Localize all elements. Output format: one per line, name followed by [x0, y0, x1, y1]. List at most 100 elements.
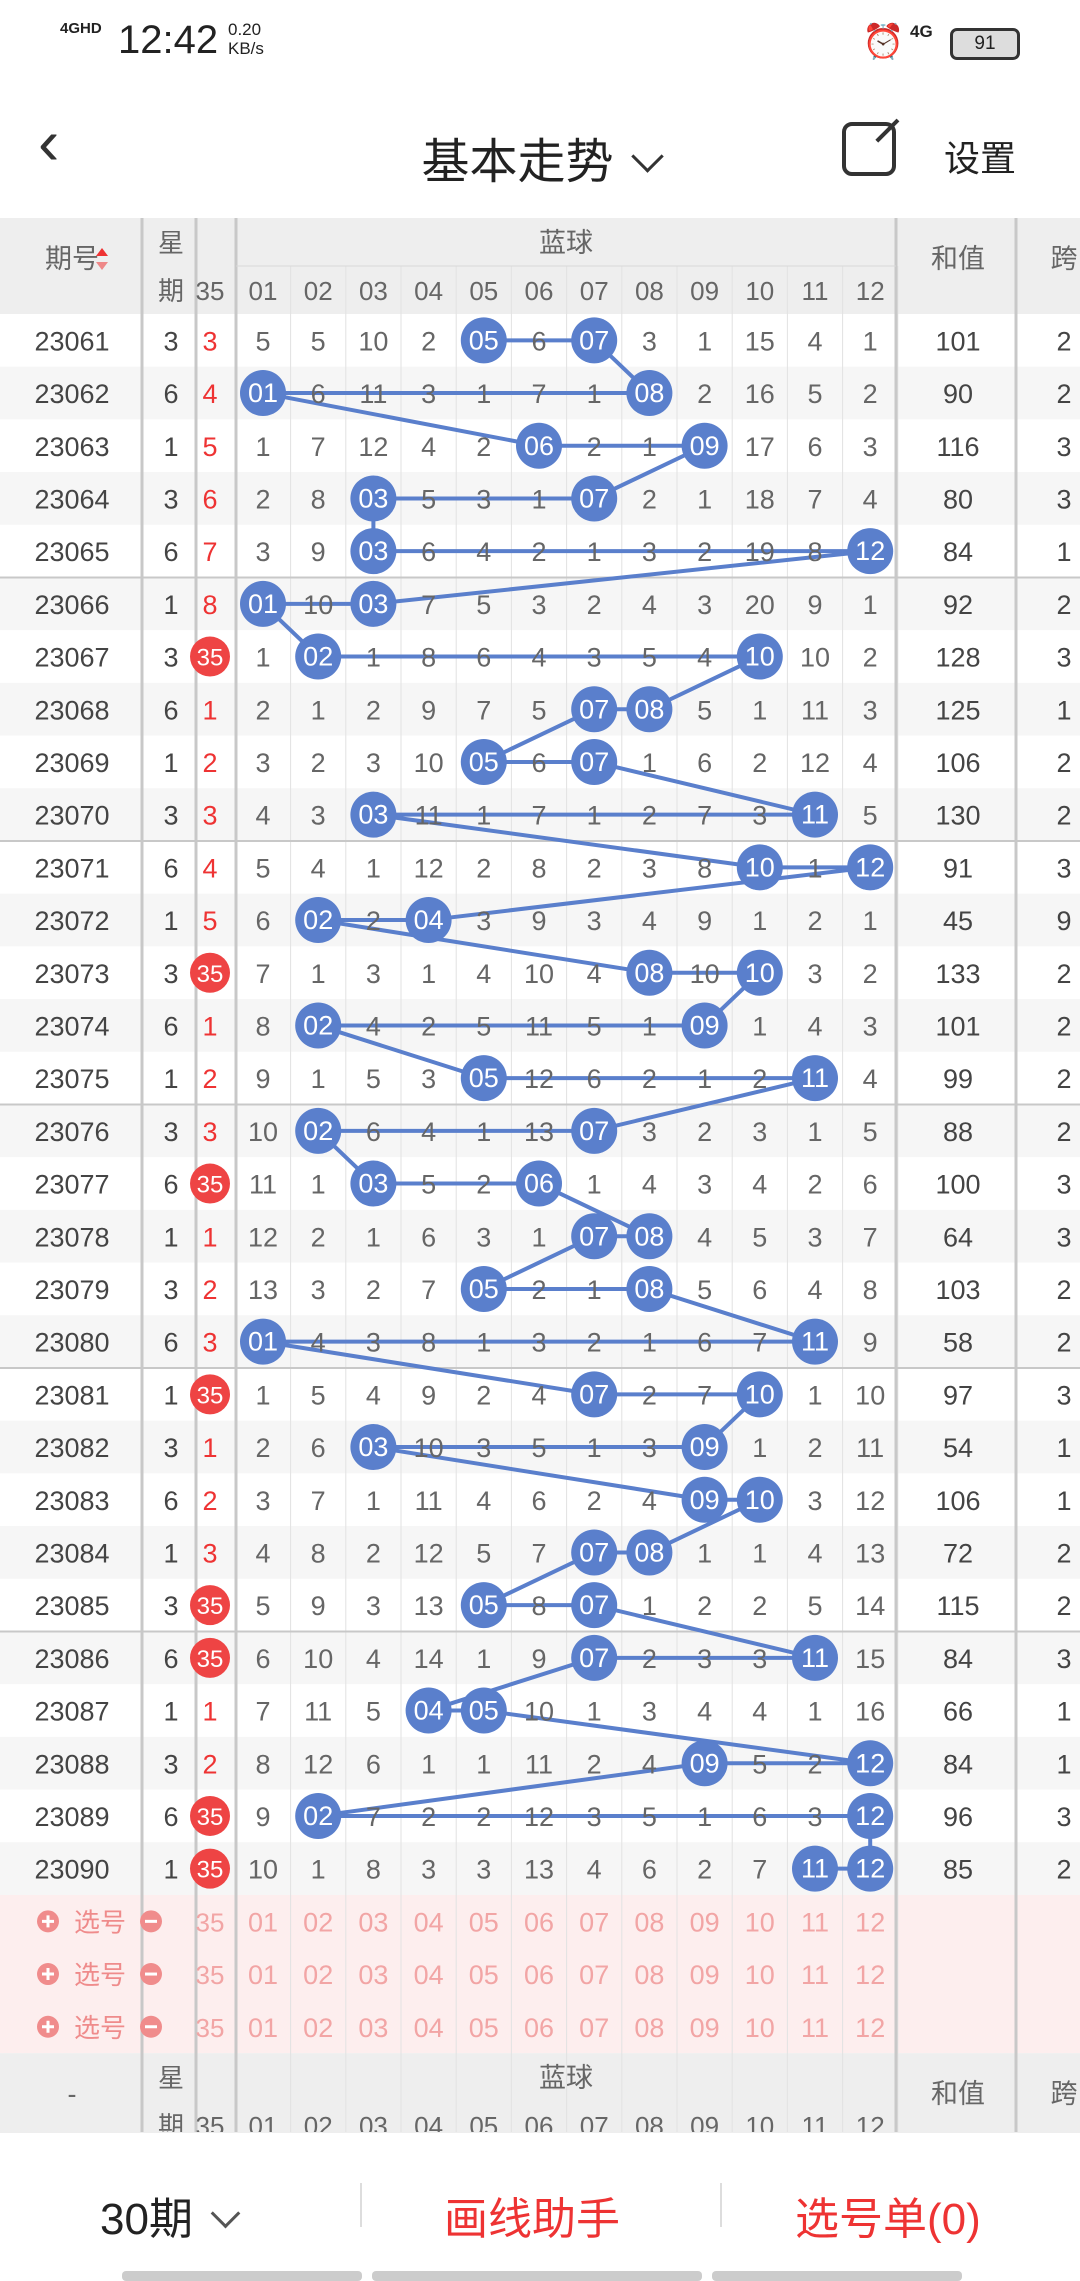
- plus-icon: [42, 1915, 54, 1928]
- issue-number: 23089: [34, 1802, 109, 1832]
- draw-helper-button[interactable]: 画线助手: [444, 2195, 620, 2244]
- issue-number: 23083: [34, 1486, 109, 1516]
- select-blue-option[interactable]: 05: [469, 1907, 499, 1937]
- select-blue-option[interactable]: 06: [524, 2013, 554, 2043]
- col-blue-group-header: 蓝球: [539, 2063, 593, 2093]
- select-blue-option[interactable]: 05: [469, 2013, 499, 2043]
- settings-button[interactable]: 设置: [944, 138, 1017, 179]
- select-blue-option[interactable]: 01: [248, 2013, 278, 2043]
- blue-ball: [405, 1687, 452, 1734]
- blue-miss-value: 14: [414, 1644, 444, 1674]
- red-ball: [190, 1374, 230, 1415]
- blue-ball-number: 05: [469, 747, 499, 777]
- blue-miss-value: 8: [366, 1855, 381, 1885]
- select-blue-option[interactable]: 10: [745, 1960, 775, 1990]
- select-blue-option[interactable]: 01: [248, 1907, 278, 1937]
- blue-miss-value: 10: [303, 590, 333, 620]
- period-selector[interactable]: 30期: [100, 2183, 241, 2247]
- select-area-bg: [0, 1895, 1080, 2054]
- blue-ball: [350, 528, 397, 575]
- blue-ball-number: 07: [579, 1221, 609, 1251]
- blue-miss-value: 2: [752, 1591, 767, 1621]
- select-blue-option[interactable]: 02: [303, 1907, 333, 1937]
- selection-cart-button[interactable]: 选号单(0): [795, 2195, 981, 2244]
- blue-miss-value: 6: [421, 537, 436, 567]
- select-blue-option[interactable]: 09: [690, 1907, 720, 1937]
- select-blue-option[interactable]: 04: [414, 2013, 444, 2043]
- select-blue-option[interactable]: 06: [524, 1907, 554, 1937]
- blue-miss-value: 2: [255, 1433, 270, 1463]
- select-blue-option[interactable]: 02: [303, 2013, 333, 2043]
- blue-miss-value: 13: [524, 1117, 554, 1147]
- blue-ball: [792, 1055, 838, 1102]
- select-blue-option[interactable]: 01: [248, 1960, 278, 1990]
- title-bar: ‹ 基本走势 设置: [0, 82, 1080, 218]
- blue-miss-value: 5: [642, 643, 657, 673]
- span-value: 2: [1056, 1328, 1071, 1358]
- select-blue-option[interactable]: 12: [855, 1907, 885, 1937]
- select-blue-option[interactable]: 11: [801, 1960, 829, 1990]
- select-blue-option[interactable]: 12: [855, 2013, 885, 2043]
- blue-ball: [792, 791, 838, 838]
- select-blue-option[interactable]: 11: [801, 2013, 829, 2043]
- select-blue-option[interactable]: 09: [690, 1960, 720, 1990]
- select-blue-option[interactable]: 03: [358, 2013, 388, 2043]
- select-blue-option[interactable]: 08: [634, 1960, 664, 1990]
- select-blue-option[interactable]: 05: [469, 1960, 499, 1990]
- select-blue-option[interactable]: 07: [579, 1907, 609, 1937]
- select-blue-option[interactable]: 04: [414, 1960, 444, 1990]
- blue-col-header: 09: [690, 2111, 719, 2132]
- blue-ball-number: 12: [855, 1748, 885, 1778]
- blue-ball-number: 11: [801, 1854, 829, 1884]
- blue-miss-value: 9: [863, 1328, 878, 1358]
- select-blue-option[interactable]: 04: [414, 1907, 444, 1937]
- blue-miss-value: 8: [255, 1011, 270, 1041]
- select-blue-option[interactable]: 09: [690, 2013, 720, 2043]
- back-arrow-icon[interactable]: ‹: [38, 106, 60, 178]
- select-red-option[interactable]: 35: [196, 2013, 225, 2043]
- blue-miss-value: 5: [531, 1433, 546, 1463]
- select-label: 选号: [74, 1960, 126, 1990]
- page-title[interactable]: 基本走势: [0, 122, 1080, 192]
- blue-miss-value: 4: [642, 1170, 657, 1200]
- select-blue-option[interactable]: 02: [303, 1960, 333, 1990]
- blue-ball: [240, 370, 286, 417]
- blue-ball-number: 05: [469, 1590, 499, 1620]
- select-blue-option[interactable]: 08: [634, 2013, 664, 2043]
- select-blue-option[interactable]: 03: [358, 1960, 388, 1990]
- select-blue-option[interactable]: 12: [855, 1960, 885, 1990]
- select-red-option[interactable]: 35: [196, 1960, 225, 1990]
- weekday-value: 3: [163, 1749, 178, 1779]
- blue-ball: [295, 1002, 342, 1049]
- select-blue-option[interactable]: 03: [358, 1907, 388, 1937]
- select-blue-option[interactable]: 06: [524, 1960, 554, 1990]
- sort-down-icon[interactable]: [96, 262, 108, 270]
- blue-ball: [295, 633, 342, 680]
- select-blue-option[interactable]: 07: [579, 1960, 609, 1990]
- blue-miss-value: 4: [421, 432, 436, 462]
- select-blue-option[interactable]: 10: [745, 2013, 775, 2043]
- issue-number: 23063: [34, 432, 109, 462]
- blue-miss-value: 3: [366, 1328, 381, 1358]
- blue-miss-value: 5: [311, 326, 326, 356]
- blue-ball: [626, 1529, 673, 1576]
- blue-miss-value: 3: [863, 695, 878, 725]
- blue-miss-value: 16: [745, 379, 775, 409]
- sort-up-icon[interactable]: [96, 248, 108, 256]
- select-red-option[interactable]: 35: [196, 1907, 225, 1937]
- sum-value: 97: [943, 1380, 973, 1410]
- col-issue-header[interactable]: 期号: [45, 244, 99, 274]
- blue-miss-value: 3: [476, 1855, 491, 1885]
- blue-miss-value: 4: [642, 906, 657, 936]
- share-icon[interactable]: [842, 122, 896, 176]
- select-blue-option[interactable]: 07: [579, 2013, 609, 2043]
- blue-miss-value: 5: [752, 1222, 767, 1252]
- span-value: 2: [1056, 1855, 1071, 1885]
- issue-number: 23072: [34, 906, 109, 936]
- select-blue-option[interactable]: 10: [745, 1907, 775, 1937]
- select-blue-option[interactable]: 08: [634, 1907, 664, 1937]
- red-miss-value: 6: [202, 484, 217, 514]
- select-blue-option[interactable]: 11: [801, 1907, 829, 1937]
- red-ball: [190, 952, 230, 993]
- blue-miss-value: 10: [414, 748, 444, 778]
